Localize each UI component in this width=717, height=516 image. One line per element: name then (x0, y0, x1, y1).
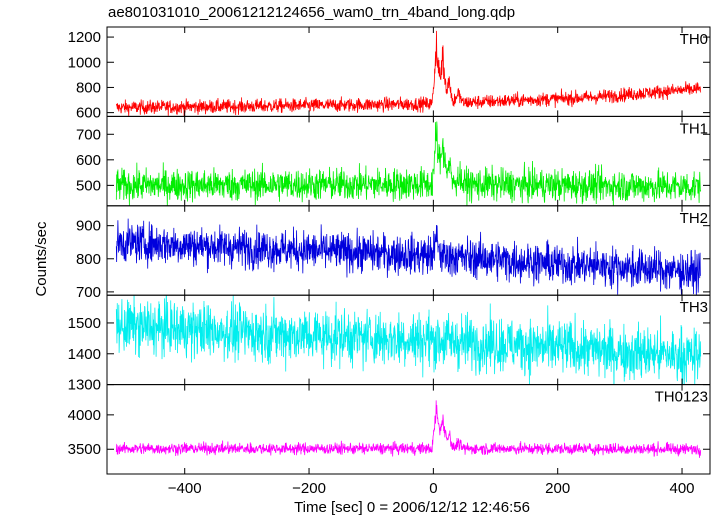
y-tick-label: 800 (76, 251, 101, 268)
y-tick-label: 1000 (68, 54, 101, 71)
x-tick-label: 200 (545, 480, 570, 497)
y-tick-label: 1500 (68, 315, 101, 332)
chart-title: ae801031010_20061212124656_wam0_trn_4ban… (108, 4, 516, 21)
panel-label-th3: TH3 (680, 299, 708, 316)
panel-frame-th2 (106, 205, 711, 296)
series-line-th3 (115, 295, 702, 385)
x-tick-label: 400 (670, 480, 695, 497)
y-axis-label: Counts/sec (33, 221, 50, 297)
x-tick-label: −400 (168, 480, 202, 497)
panel-label-th0123: TH0123 (655, 389, 708, 406)
series-line-th1 (115, 121, 702, 206)
panel-label-th2: TH2 (680, 210, 708, 227)
series-line-th0123 (115, 400, 702, 458)
y-tick-label: 900 (76, 218, 101, 235)
y-tick-label: 700 (76, 284, 101, 301)
y-tick-label: 800 (76, 79, 101, 96)
x-tick-label: −200 (292, 480, 326, 497)
panel-label-th1: TH1 (680, 120, 708, 137)
y-tick-label: 600 (76, 152, 101, 169)
y-tick-label: 500 (76, 177, 101, 194)
panels-group (115, 30, 702, 458)
y-tick-label: 700 (76, 126, 101, 143)
y-tick-label: 1400 (68, 346, 101, 363)
y-tick-label: 1200 (68, 29, 101, 46)
panel-label-th0: TH0 (680, 31, 708, 48)
y-tick-label: 4000 (68, 407, 101, 424)
plot-frame: 600 800 1000 1200 TH0 500 600 700 TH1 700 800 900 TH… (68, 26, 711, 497)
panel-frame-th0123 (106, 384, 711, 475)
series-line-th0 (115, 30, 702, 117)
y-tick-label: 3500 (68, 441, 101, 458)
y-tick-label: 1300 (68, 377, 101, 394)
x-tick-label: 0 (429, 480, 437, 497)
series-line-th2 (115, 218, 701, 296)
x-axis-label: Time [sec] 0 = 2006/12/12 12:46:56 (294, 499, 530, 516)
y-tick-label: 600 (76, 105, 101, 122)
